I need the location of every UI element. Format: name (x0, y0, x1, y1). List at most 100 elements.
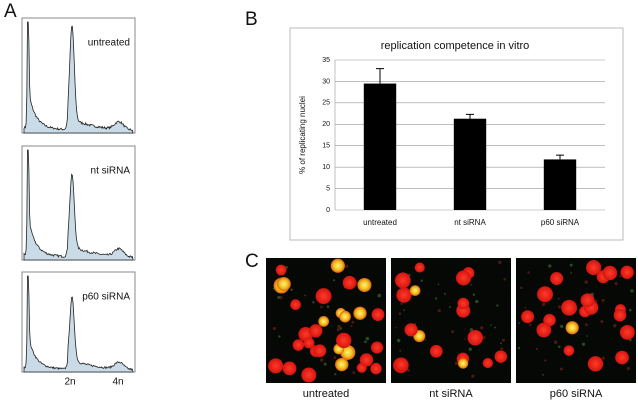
nucleus (537, 286, 553, 303)
background-speck (475, 299, 479, 304)
background-speck (339, 327, 343, 330)
nucleus (276, 277, 291, 291)
y-tick-label: 10 (322, 164, 330, 171)
error-bar (556, 154, 564, 160)
background-speck (501, 338, 505, 342)
background-speck (424, 339, 427, 342)
histogram-frame (21, 271, 136, 373)
background-speck (544, 359, 547, 362)
background-speck (480, 326, 484, 330)
background-speck (586, 335, 588, 337)
histogram-trace (23, 149, 134, 261)
microscopy-image (516, 258, 636, 383)
chart-title: replication competence in vitro (381, 40, 530, 52)
y-tick-label: 20 (322, 121, 330, 128)
background-speck (535, 347, 539, 351)
background-speck (437, 309, 441, 313)
nucleus (370, 341, 384, 354)
background-speck (557, 305, 562, 309)
x-axis-label: 4n (112, 377, 123, 388)
nucleus (292, 339, 305, 351)
background-speck (337, 324, 341, 329)
x-axis-label: 2n (64, 377, 75, 388)
x-tick-label: nt siRNA (454, 218, 486, 227)
background-speck (570, 272, 573, 274)
nucleus (409, 285, 421, 296)
histogram-trace (23, 275, 134, 373)
nucleus (330, 258, 345, 273)
background-speck (454, 361, 459, 366)
y-tick-label: 15 (322, 143, 330, 150)
nucleus (602, 265, 618, 281)
nucleus (619, 324, 635, 340)
y-tick-label: 25 (322, 100, 330, 107)
nucleus (342, 275, 357, 290)
background-speck (542, 373, 544, 376)
nucleus (455, 270, 472, 286)
y-tick-label: 30 (322, 78, 330, 85)
nucleus (290, 299, 301, 311)
background-speck (542, 302, 546, 306)
background-speck (400, 302, 403, 305)
background-speck (503, 277, 506, 281)
panel-label: A (4, 1, 17, 22)
nucleus (309, 324, 323, 338)
background-speck (320, 305, 323, 309)
nucleus (536, 322, 552, 338)
background-speck (472, 293, 476, 296)
background-speck (470, 284, 472, 286)
nucleus (394, 357, 409, 372)
nucleus (395, 272, 411, 289)
panel-label: B (245, 9, 258, 30)
nucleus (429, 344, 443, 358)
background-speck (323, 362, 327, 366)
background-speck (619, 275, 622, 278)
background-speck (629, 338, 632, 342)
background-speck (500, 342, 502, 345)
nucleus (561, 299, 578, 316)
nucleus (414, 262, 425, 273)
background-speck (527, 271, 530, 274)
background-speck (394, 326, 397, 329)
nucleus (359, 353, 374, 367)
histogram-label: nt siRNA (91, 166, 131, 177)
histogram-frame (21, 145, 136, 261)
background-speck (630, 289, 634, 293)
nucleus (313, 344, 327, 358)
background-speck (448, 306, 451, 309)
nucleus (303, 337, 315, 349)
background-speck (548, 264, 552, 268)
nucleus (565, 321, 579, 335)
nucleus (268, 358, 284, 374)
bar (453, 118, 487, 210)
nucleus (318, 316, 330, 327)
nucleus (521, 310, 535, 324)
background-speck (304, 294, 307, 297)
background-speck (471, 374, 475, 378)
background-speck (560, 324, 564, 328)
y-tick-label: 0 (326, 207, 330, 214)
background-speck (334, 373, 337, 376)
background-speck (569, 263, 573, 267)
background-speck (351, 320, 355, 324)
background-speck (434, 297, 438, 300)
background-speck (464, 338, 466, 340)
background-speck (333, 279, 336, 282)
x-tick-label: p60 siRNA (541, 218, 580, 227)
background-speck (278, 335, 281, 338)
background-speck (581, 342, 586, 346)
nucleus (335, 357, 349, 372)
nucleus (339, 310, 351, 323)
background-speck (364, 340, 367, 344)
background-speck (496, 304, 499, 307)
background-speck (277, 296, 281, 299)
background-speck (584, 280, 588, 284)
nucleus (396, 287, 412, 303)
background-speck (518, 322, 520, 324)
nucleus (550, 271, 564, 285)
histogram-frame (21, 17, 136, 134)
background-speck (557, 345, 561, 349)
nucleus (301, 367, 317, 383)
background-speck (336, 328, 340, 332)
